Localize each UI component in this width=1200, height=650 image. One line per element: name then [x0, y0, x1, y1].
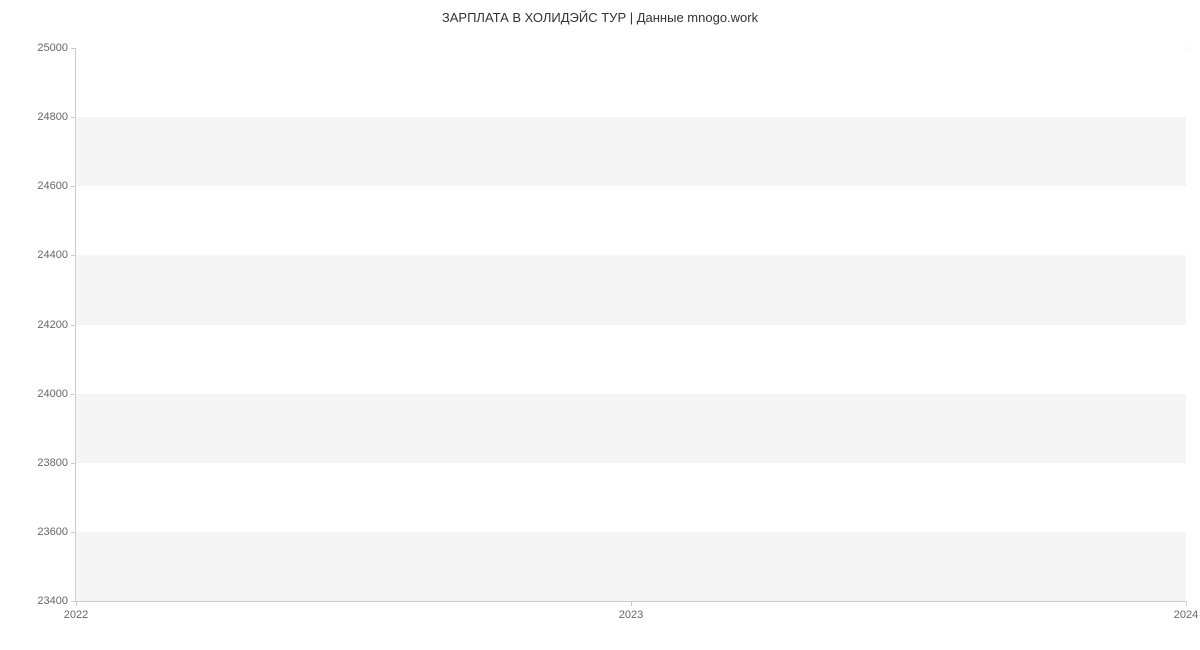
grid-band — [76, 255, 1186, 324]
y-tick-label: 24400 — [37, 249, 68, 261]
grid-band — [76, 48, 1186, 117]
y-tick-mark — [71, 255, 76, 256]
y-tick-label: 24800 — [37, 111, 68, 123]
x-tick-label: 2023 — [619, 609, 643, 621]
x-tick-mark — [76, 601, 77, 606]
y-tick-label: 23600 — [37, 526, 68, 538]
y-tick-label: 25000 — [37, 42, 68, 54]
grid-band — [76, 186, 1186, 255]
y-tick-mark — [71, 325, 76, 326]
y-tick-label: 24600 — [37, 180, 68, 192]
grid-band — [76, 394, 1186, 463]
grid-band — [76, 463, 1186, 532]
grid-band — [76, 532, 1186, 601]
y-tick-mark — [71, 463, 76, 464]
grid-band — [76, 325, 1186, 394]
x-tick-label: 2024 — [1174, 609, 1198, 621]
y-tick-label: 24200 — [37, 319, 68, 331]
x-tick-label: 2022 — [64, 609, 88, 621]
y-tick-mark — [71, 394, 76, 395]
y-tick-mark — [71, 532, 76, 533]
y-tick-mark — [71, 48, 76, 49]
plot-area: 2340023600238002400024200244002460024800… — [75, 48, 1186, 602]
y-tick-label: 24000 — [37, 388, 68, 400]
chart-container: ЗАРПЛАТА В ХОЛИДЭЙС ТУР | Данные mnogo.w… — [0, 0, 1200, 650]
y-tick-label: 23400 — [37, 595, 68, 607]
x-tick-mark — [631, 601, 632, 606]
x-tick-mark — [1186, 601, 1187, 606]
grid-band — [76, 117, 1186, 186]
chart-title: ЗАРПЛАТА В ХОЛИДЭЙС ТУР | Данные mnogo.w… — [0, 0, 1200, 25]
y-tick-label: 23800 — [37, 457, 68, 469]
y-tick-mark — [71, 117, 76, 118]
y-tick-mark — [71, 186, 76, 187]
